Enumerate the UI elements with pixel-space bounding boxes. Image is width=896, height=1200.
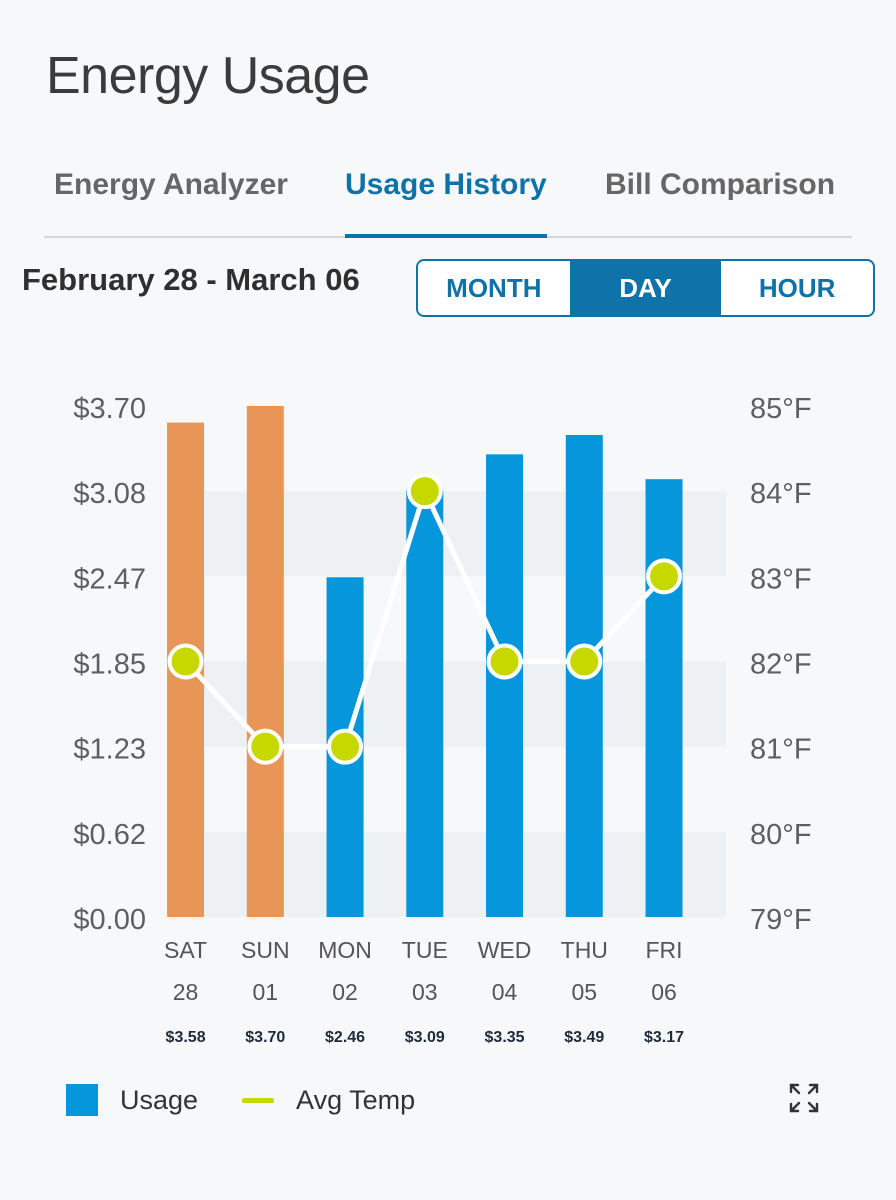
x-axis-day-label: SUN <box>241 937 290 963</box>
x-axis-day-label: SAT <box>164 937 207 963</box>
avg-temp-point <box>247 728 284 765</box>
usage-legend-swatch <box>66 1084 98 1116</box>
cost-data-label: $3.17 <box>644 1029 684 1046</box>
x-axis-day-label: FRI <box>645 937 682 963</box>
avg-temp-point <box>646 558 683 595</box>
date-range-label: February 28 - March 06 <box>22 262 360 297</box>
cost-data-label: $3.09 <box>405 1029 445 1046</box>
usage-bar <box>645 479 683 917</box>
avg-temp-point <box>566 643 603 680</box>
avg-temp-point <box>486 643 523 680</box>
right-axis-tick: 79°F <box>750 904 812 936</box>
tab-bill-comparison[interactable]: Bill Comparison <box>605 168 836 201</box>
left-axis-tick: $1.85 <box>73 649 146 681</box>
usage-chart: $0.00 $0.62 $1.23 $1.85 $2.47 $3.08 $3.70 79°F 8… <box>73 393 812 1046</box>
avg-temp-legend-label: Avg Temp <box>296 1084 416 1115</box>
left-axis-tick: $3.08 <box>73 478 146 510</box>
left-axis-tick: $0.62 <box>73 819 146 851</box>
cost-data-label: $3.58 <box>166 1029 206 1046</box>
right-axis-tick: 83°F <box>750 563 812 595</box>
right-axis-tick: 81°F <box>750 734 812 766</box>
left-axis-tick: $0.00 <box>73 904 146 936</box>
usage-tabs: Energy Analyzer Usage History Bill Compa… <box>44 160 852 238</box>
left-axis-tick: $3.70 <box>73 393 146 425</box>
period-hour-button[interactable]: HOUR <box>758 272 836 303</box>
x-axis-date-label: 06 <box>651 979 677 1005</box>
right-axis-tick: 84°F <box>750 478 812 510</box>
tab-usage-history[interactable]: Usage History <box>345 168 547 238</box>
period-month-button[interactable]: MONTH <box>446 272 542 303</box>
avg-temp-legend-swatch <box>242 1097 275 1103</box>
x-axis-day-label: WED <box>478 937 532 963</box>
right-axis-tick: 85°F <box>750 393 812 425</box>
chart-legend: Usage Avg Temp <box>66 1080 415 1120</box>
x-axis-date-label: 01 <box>253 979 279 1005</box>
left-axis-tick: $1.23 <box>73 734 146 766</box>
usage-bar <box>486 454 524 917</box>
avg-temp-point <box>167 643 204 680</box>
right-axis-tick: 80°F <box>750 819 812 851</box>
x-axis-day-label: TUE <box>402 937 448 963</box>
x-axis-date-label: 28 <box>173 979 199 1005</box>
left-axis-tick: $2.47 <box>73 563 146 595</box>
x-axis-date-label: 02 <box>332 979 358 1005</box>
usage-bar <box>406 490 444 917</box>
cost-data-label: $2.46 <box>325 1029 365 1046</box>
x-axis-day-label: THU <box>561 937 608 963</box>
period-toggle: MONTH DAY HOUR <box>416 259 875 317</box>
cost-data-label: $3.49 <box>564 1029 604 1046</box>
x-axis-date-label: 03 <box>412 979 438 1005</box>
period-day-button[interactable]: DAY <box>569 261 722 315</box>
x-axis-date-label: 04 <box>492 979 518 1005</box>
right-axis-tick: 82°F <box>750 649 812 681</box>
x-axis-day-label: MON <box>318 937 372 963</box>
expand-icon[interactable] <box>788 1082 820 1114</box>
cost-data-label: $3.35 <box>485 1029 525 1046</box>
avg-temp-point <box>406 473 443 510</box>
cost-data-label: $3.70 <box>245 1029 285 1046</box>
avg-temp-point <box>327 728 364 765</box>
usage-bar <box>246 406 284 917</box>
usage-legend-label: Usage <box>120 1084 199 1115</box>
page-title: Energy Usage <box>46 47 370 105</box>
x-axis-date-label: 05 <box>571 979 597 1005</box>
tab-energy-analyzer[interactable]: Energy Analyzer <box>54 168 288 201</box>
